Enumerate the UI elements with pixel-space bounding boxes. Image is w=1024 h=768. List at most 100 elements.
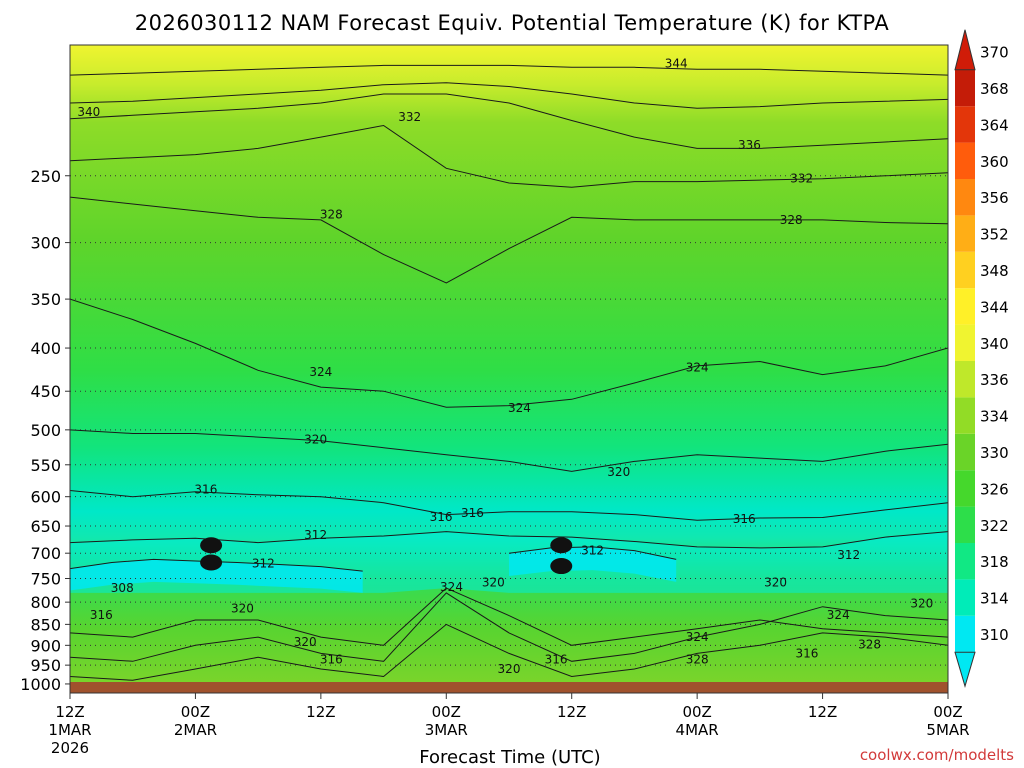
xtick-0-2: 2026: [51, 739, 89, 757]
contour-label-11: 320: [607, 465, 630, 479]
contour-12: [70, 592, 948, 662]
x-axis-label: Forecast Time (UTC): [419, 747, 600, 768]
xtick-84-1: 5MAR: [926, 721, 969, 739]
contour-11: [70, 587, 948, 646]
credit-link[interactable]: coolwx.com/modelts: [860, 746, 1014, 764]
colorbar-swatch-3: [955, 506, 975, 543]
xtick-24-0: 12Z: [306, 703, 335, 721]
ytick-300: 300: [30, 234, 61, 253]
colorbar-swatch-0: [955, 615, 975, 653]
contour-label-28: 320: [294, 635, 317, 649]
ytick-250: 250: [30, 167, 61, 186]
contour-label-1: 332: [398, 110, 421, 124]
contour-5: [70, 93, 948, 149]
contour-0: [70, 490, 948, 521]
xtick-60-0: 00Z: [682, 703, 711, 721]
contour-label-19: 312: [252, 557, 275, 571]
ytick-700: 700: [30, 544, 61, 563]
ytick-450: 450: [30, 382, 61, 401]
colorbar-label-322: 322: [980, 517, 1009, 535]
contour-1: [70, 429, 948, 472]
colorbar-label-348: 348: [980, 262, 1009, 280]
colorbar-label-364: 364: [980, 116, 1009, 134]
contour-label-30: 316: [320, 653, 343, 667]
contour-label-7: 324: [309, 365, 332, 379]
colorbar: 310 314 318 322 326 330 334 336 340 344 348 352 356 3…: [954, 29, 1009, 688]
contour-label-22: 320: [231, 602, 254, 616]
contour-13: [70, 623, 948, 681]
xtick-0-1: 1MAR: [48, 721, 91, 739]
contour-label-5: 328: [780, 213, 803, 227]
cold-pocket-0: [200, 554, 223, 571]
colorbar-swatch-11: [955, 215, 975, 252]
contour-label-20: 308: [111, 581, 134, 595]
colorbar-swatch-5: [955, 433, 975, 471]
colorbar-swatch-13: [955, 142, 975, 179]
band-308-1: [509, 546, 677, 582]
xtick-12-1: 2MAR: [174, 721, 217, 739]
xtick-36-0: 00Z: [432, 703, 461, 721]
colorbar-swatch-12: [955, 179, 975, 216]
colorbar-label-330: 330: [980, 444, 1009, 462]
xtick-72-0: 12Z: [808, 703, 837, 721]
contour-2: [70, 298, 948, 408]
contour-label-2: 344: [665, 56, 688, 70]
xtick-84-0: 00Z: [933, 703, 962, 721]
contour-label-3: 336: [738, 138, 761, 152]
contour-6: [70, 82, 948, 109]
contour-label-14: 316: [430, 510, 453, 524]
colorbar-label-370: 370: [980, 44, 1009, 62]
contour-label-10: 320: [304, 432, 327, 446]
ytick-950: 950: [30, 656, 61, 675]
ground-strip: [70, 682, 948, 693]
contour-4: [70, 124, 948, 188]
colorbar-label-352: 352: [980, 226, 1009, 244]
contour-label-0: 340: [77, 105, 100, 119]
contour-label-27: 324: [827, 608, 850, 622]
contour-label-26: 320: [910, 597, 933, 611]
contour-label-21: 316: [90, 608, 113, 622]
ytick-900: 900: [30, 636, 61, 655]
xtick-0-0: 12Z: [55, 703, 84, 721]
contour-10: [508, 546, 677, 560]
contour-label-15: 316: [733, 512, 756, 526]
ytick-650: 650: [30, 517, 61, 536]
colorbar-label-310: 310: [980, 626, 1009, 644]
colorbar-label-336: 336: [980, 371, 1009, 389]
ytick-350: 350: [30, 290, 61, 309]
colorbar-swatch-8: [955, 324, 975, 361]
contour-label-8: 324: [686, 361, 709, 375]
ytick-400: 400: [30, 339, 61, 358]
chart-title: 2026030112 NAM Forecast Equiv. Potential…: [135, 11, 890, 35]
contour-label-25: 320: [764, 575, 787, 589]
contour-label-33: 320: [498, 662, 521, 676]
contour-label-34: 316: [795, 646, 818, 660]
colorbar-swatch-9: [955, 288, 975, 325]
contour-label-9: 324: [508, 401, 531, 415]
contour-3: [70, 196, 948, 284]
cold-pockets: [200, 537, 573, 575]
cold-pocket-2: [550, 558, 573, 575]
colorbar-swatch-1: [955, 579, 975, 616]
colorbar-swatch-7: [955, 361, 975, 398]
cold-pocket-1: [200, 537, 223, 554]
ytick-550: 550: [30, 456, 61, 475]
ytick-500: 500: [30, 421, 61, 440]
contour-label-29: 324: [686, 630, 709, 644]
contour-label-6: 328: [320, 208, 343, 222]
contour-label-23: 324: [440, 580, 463, 594]
colorbar-label-368: 368: [980, 80, 1009, 98]
colorbar-swatch-14: [955, 106, 975, 143]
colorbar-swatch-15: [955, 69, 975, 107]
plot-frame: [69, 44, 949, 694]
contour-label-17: 312: [581, 544, 604, 558]
contour-label-24: 320: [482, 575, 505, 589]
colorbar-label-326: 326: [980, 480, 1009, 498]
colorbar-label-356: 356: [980, 189, 1009, 207]
ytick-750: 750: [30, 569, 61, 588]
contour-label-18: 312: [837, 548, 860, 562]
xtick-48-0: 12Z: [557, 703, 586, 721]
cold-pocket-3: [550, 537, 573, 554]
